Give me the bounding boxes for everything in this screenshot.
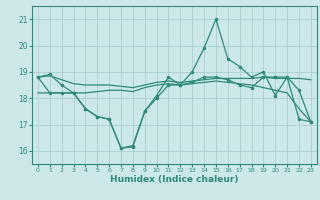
X-axis label: Humidex (Indice chaleur): Humidex (Indice chaleur) — [110, 175, 239, 184]
